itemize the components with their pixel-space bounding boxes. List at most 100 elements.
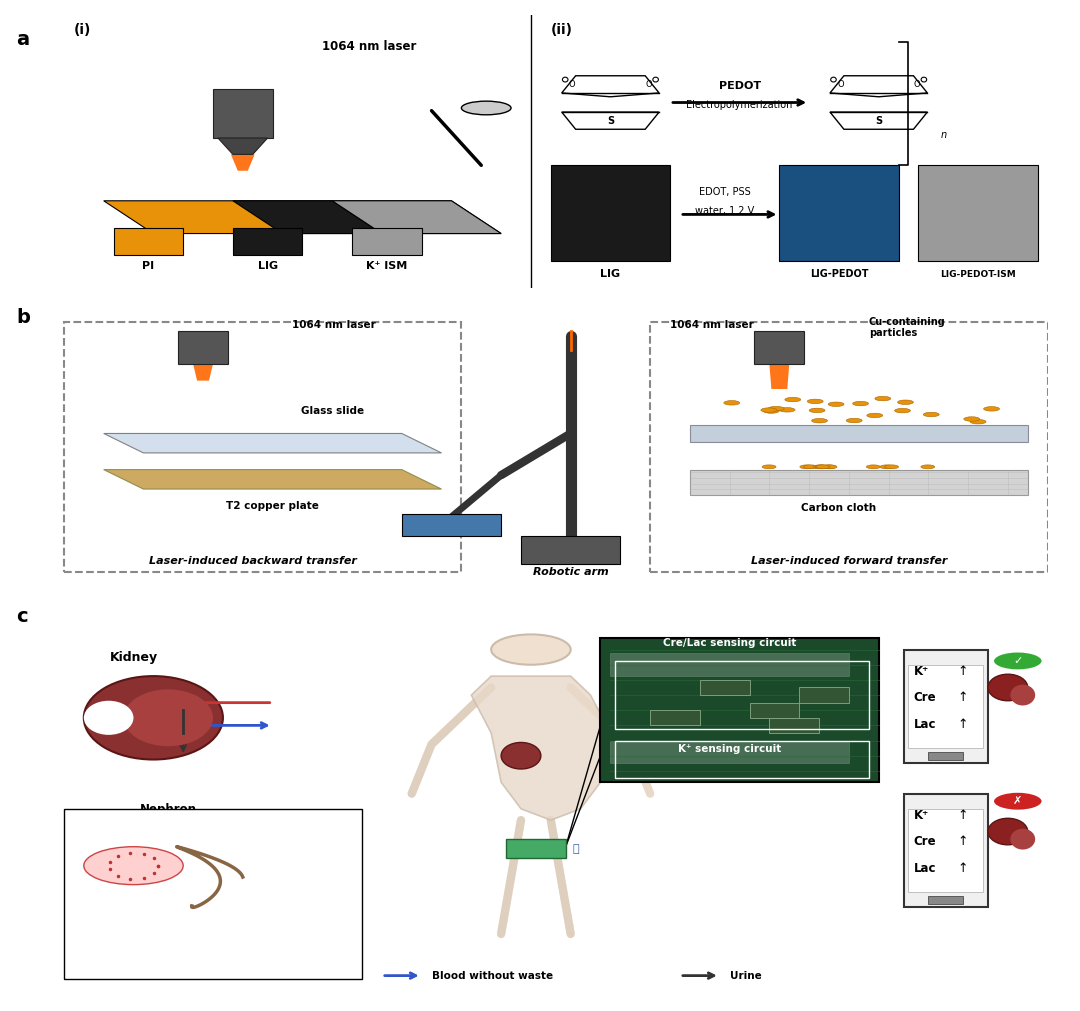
Text: Cu-containing
particles: Cu-containing particles	[868, 316, 945, 338]
Circle shape	[970, 420, 986, 424]
Text: b: b	[16, 308, 30, 328]
Ellipse shape	[988, 674, 1028, 701]
Text: O: O	[837, 80, 843, 89]
Bar	[402, 514, 501, 536]
Bar	[521, 536, 620, 564]
Text: S: S	[875, 115, 882, 125]
Bar	[650, 710, 700, 726]
Bar	[616, 661, 868, 729]
Bar	[918, 165, 1038, 261]
Text: Blood without waste: Blood without waste	[432, 971, 553, 981]
Bar	[616, 740, 868, 778]
Text: PI: PI	[143, 261, 154, 271]
Text: water, 1.2 V: water, 1.2 V	[696, 206, 754, 216]
Circle shape	[993, 792, 1042, 811]
Ellipse shape	[84, 701, 134, 735]
Bar	[610, 653, 849, 676]
Circle shape	[984, 406, 999, 411]
Ellipse shape	[84, 676, 222, 759]
Text: O: O	[569, 80, 576, 89]
Polygon shape	[333, 201, 501, 234]
Bar	[908, 665, 983, 748]
Text: Robotic arm: Robotic arm	[532, 567, 608, 577]
Circle shape	[764, 408, 779, 413]
Text: 1064 nm laser: 1064 nm laser	[322, 39, 417, 53]
Text: Electropolymerization: Electropolymerization	[687, 100, 793, 110]
Text: ↑: ↑	[958, 665, 968, 677]
Circle shape	[921, 465, 935, 469]
Polygon shape	[104, 469, 442, 489]
Polygon shape	[471, 676, 610, 820]
Text: Glomerulus
K⁺ and Cre
filtration: Glomerulus K⁺ and Cre filtration	[120, 892, 187, 924]
Polygon shape	[193, 364, 213, 380]
Circle shape	[828, 402, 845, 406]
Circle shape	[847, 419, 862, 423]
Bar	[233, 228, 302, 256]
Bar	[799, 687, 849, 703]
Circle shape	[867, 413, 882, 418]
Text: ↑: ↑	[958, 861, 968, 875]
Text: S: S	[607, 115, 613, 125]
Circle shape	[875, 396, 891, 400]
Bar	[650, 323, 1048, 572]
Circle shape	[807, 399, 823, 403]
Bar	[929, 752, 963, 759]
Text: Laser-induced backward transfer: Laser-induced backward transfer	[149, 556, 356, 566]
Text: Cre/Lac sensing circuit: Cre/Lac sensing circuit	[663, 638, 796, 648]
Text: Lac: Lac	[914, 861, 936, 875]
Text: LIG: LIG	[257, 261, 278, 271]
Circle shape	[762, 465, 777, 469]
Ellipse shape	[123, 690, 213, 746]
Text: Laser-induced forward transfer: Laser-induced forward transfer	[751, 556, 947, 566]
Circle shape	[724, 400, 740, 405]
Circle shape	[811, 419, 827, 423]
Text: ⦿: ⦿	[572, 843, 579, 853]
Text: ↑: ↑	[958, 692, 968, 705]
Text: K⁺: K⁺	[914, 665, 929, 677]
Bar	[64, 809, 362, 980]
Text: 1064 nm laser: 1064 nm laser	[670, 319, 754, 330]
Text: Glass slide: Glass slide	[300, 406, 364, 416]
Circle shape	[804, 465, 818, 469]
Bar	[904, 650, 988, 763]
Bar	[600, 638, 879, 783]
Polygon shape	[690, 425, 1028, 442]
Circle shape	[813, 465, 827, 469]
Circle shape	[491, 635, 570, 665]
Text: Cre: Cre	[914, 692, 936, 705]
Bar	[64, 323, 461, 572]
Bar	[213, 89, 272, 137]
Text: K⁺ ISM: K⁺ ISM	[366, 261, 407, 271]
Bar	[750, 703, 799, 718]
Polygon shape	[218, 137, 268, 155]
Circle shape	[923, 412, 940, 417]
Circle shape	[823, 465, 837, 469]
Circle shape	[852, 401, 868, 405]
Text: Nephron: Nephron	[139, 803, 197, 816]
Text: c: c	[16, 607, 28, 626]
Bar	[755, 331, 805, 364]
Circle shape	[993, 651, 1042, 670]
Polygon shape	[690, 469, 1028, 494]
Bar	[929, 896, 963, 904]
Text: n: n	[941, 130, 946, 140]
Circle shape	[963, 417, 980, 422]
Text: (ii): (ii)	[551, 23, 572, 37]
Circle shape	[461, 101, 511, 115]
Ellipse shape	[988, 818, 1028, 845]
Text: a: a	[16, 30, 29, 50]
Circle shape	[815, 465, 829, 469]
Polygon shape	[231, 155, 255, 171]
Text: (i): (i)	[73, 23, 91, 37]
Text: LIG-PEDOT: LIG-PEDOT	[810, 269, 868, 279]
Text: Lac: Lac	[914, 718, 936, 731]
Polygon shape	[104, 201, 501, 234]
Text: Urine: Urine	[730, 971, 761, 981]
Text: K⁺: K⁺	[914, 809, 929, 822]
Circle shape	[885, 465, 899, 469]
Bar	[780, 165, 899, 261]
Text: O: O	[646, 80, 652, 89]
Ellipse shape	[501, 742, 541, 769]
Polygon shape	[769, 364, 789, 389]
Circle shape	[760, 407, 777, 412]
